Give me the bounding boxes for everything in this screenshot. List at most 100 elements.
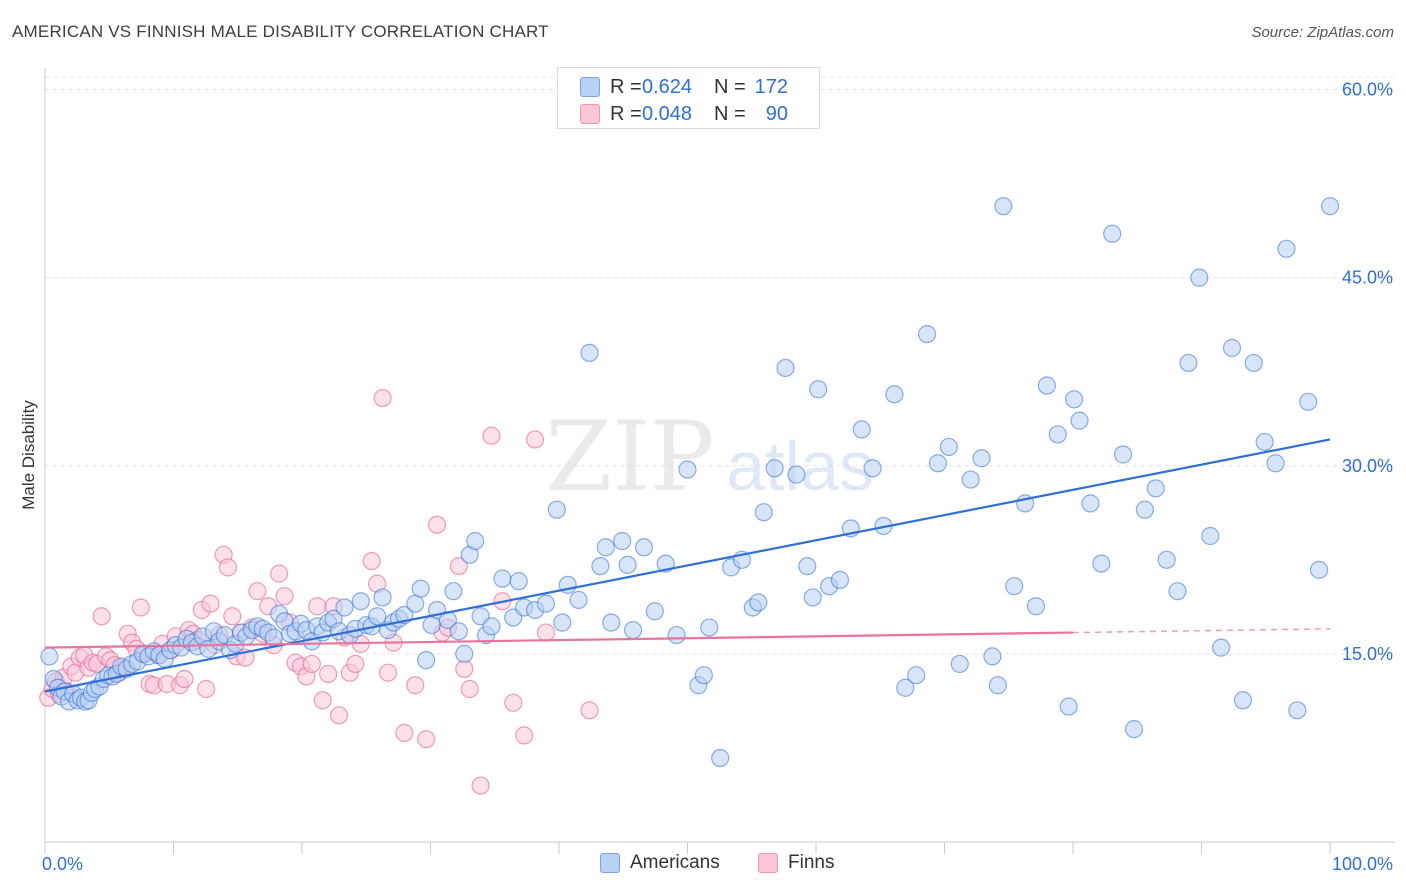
- americans-point: [988, 676, 1007, 695]
- americans-point: [1059, 697, 1078, 716]
- finns-point: [270, 564, 289, 583]
- legend-americans-label: Americans: [630, 852, 720, 873]
- watermark-atlas: atlas: [726, 427, 874, 505]
- americans-point: [1222, 338, 1242, 357]
- americans-point: [885, 385, 904, 404]
- americans-point: [569, 590, 588, 610]
- americans-point: [803, 588, 822, 607]
- finns-point: [427, 515, 447, 534]
- legend-row-americans: R = 0.624 N = 172: [580, 74, 788, 100]
- finns-point: [302, 654, 321, 674]
- americans-point: [1135, 500, 1154, 519]
- americans-point: [634, 538, 654, 557]
- legend-n-label: N =: [714, 102, 746, 125]
- finns-point: [580, 701, 599, 720]
- americans-point: [373, 588, 392, 607]
- americans-point: [417, 651, 436, 670]
- americans-point: [536, 594, 556, 613]
- americans-point: [547, 500, 566, 519]
- americans-point: [411, 579, 430, 598]
- finns-point: [362, 551, 381, 571]
- y-tick-label: 15.0%: [1342, 644, 1393, 664]
- americans-point: [896, 678, 915, 697]
- americans-point: [928, 454, 948, 473]
- americans-point: [1310, 560, 1329, 579]
- americans-point: [422, 615, 441, 635]
- americans-point: [1233, 691, 1252, 710]
- americans-point: [553, 613, 572, 632]
- finns-trend-extension: [1072, 628, 1331, 634]
- americans-point: [994, 197, 1013, 216]
- source-label: Source: ZipAtlas.com: [1251, 24, 1394, 41]
- americans-point: [1201, 526, 1220, 546]
- legend-n-value: 172: [754, 75, 788, 98]
- americans-point: [335, 598, 354, 617]
- americans-point: [1026, 597, 1046, 616]
- americans-point: [1190, 268, 1209, 287]
- axes: [44, 68, 1395, 854]
- legend-item-americans: Americans: [600, 852, 720, 874]
- chart-title: AMERICAN VS FINNISH MALE DISABILITY CORR…: [12, 22, 549, 41]
- finns-point: [373, 388, 392, 408]
- finns-points: [39, 388, 599, 795]
- y-tick-label: 60.0%: [1342, 80, 1393, 100]
- trend-lines: [44, 438, 1331, 693]
- legend-r-label: R =: [610, 75, 642, 98]
- americans-point: [983, 647, 1002, 666]
- americans-point: [749, 593, 768, 612]
- legend-row-finns: R = 0.048 N = 90: [580, 101, 788, 127]
- finns-point: [201, 594, 220, 613]
- finns-point: [378, 663, 398, 682]
- finns-point: [218, 558, 238, 577]
- finns-trend-line: [44, 631, 1074, 649]
- finns-point: [536, 623, 556, 642]
- legend-finns-label: Finns: [788, 852, 835, 873]
- americans-point: [580, 343, 599, 363]
- americans-point: [1266, 454, 1285, 473]
- finns-point: [223, 607, 242, 626]
- americans-point: [645, 602, 664, 621]
- americans-point: [754, 503, 773, 522]
- americans-point: [351, 592, 370, 611]
- bottom-legend: Americans Finns: [0, 852, 1406, 876]
- x-tick-label-min: 0.0%: [42, 854, 83, 874]
- americans-point: [1179, 353, 1198, 373]
- legend-n-value: 90: [765, 102, 788, 125]
- americans-point: [1212, 638, 1231, 657]
- americans-point: [618, 555, 637, 574]
- finns-point: [197, 679, 216, 699]
- americans-point: [1146, 479, 1165, 498]
- americans-point: [1092, 554, 1111, 573]
- americans-point: [455, 644, 474, 663]
- americans-point: [466, 531, 485, 551]
- y-tick-label: 30.0%: [1342, 456, 1393, 476]
- americans-point: [1299, 392, 1318, 411]
- finns-point: [319, 664, 338, 684]
- americans-point: [830, 570, 850, 589]
- finns-point: [131, 598, 150, 617]
- americans-point: [1288, 701, 1307, 720]
- finns-swatch: [580, 104, 600, 124]
- finns-point: [525, 430, 545, 449]
- americans-point: [776, 358, 795, 378]
- americans-point: [765, 459, 784, 478]
- americans-point: [1081, 494, 1100, 513]
- americans-point: [613, 531, 632, 551]
- americans-point: [1113, 445, 1133, 464]
- finns-point: [471, 776, 490, 795]
- y-axis-label: Male Disability: [19, 400, 38, 510]
- americans-point: [1157, 550, 1176, 569]
- americans-point: [1037, 376, 1056, 395]
- americans-point: [482, 617, 501, 636]
- americans-point: [406, 594, 425, 613]
- finns-point: [313, 691, 332, 710]
- finns-point: [406, 676, 425, 695]
- americans-trend-line: [44, 438, 1331, 693]
- americans-point: [493, 569, 512, 588]
- americans-point: [1255, 432, 1274, 452]
- finns-point: [482, 426, 501, 445]
- americans-swatch: [580, 77, 600, 97]
- finns-point: [175, 669, 194, 689]
- americans-point: [939, 437, 958, 457]
